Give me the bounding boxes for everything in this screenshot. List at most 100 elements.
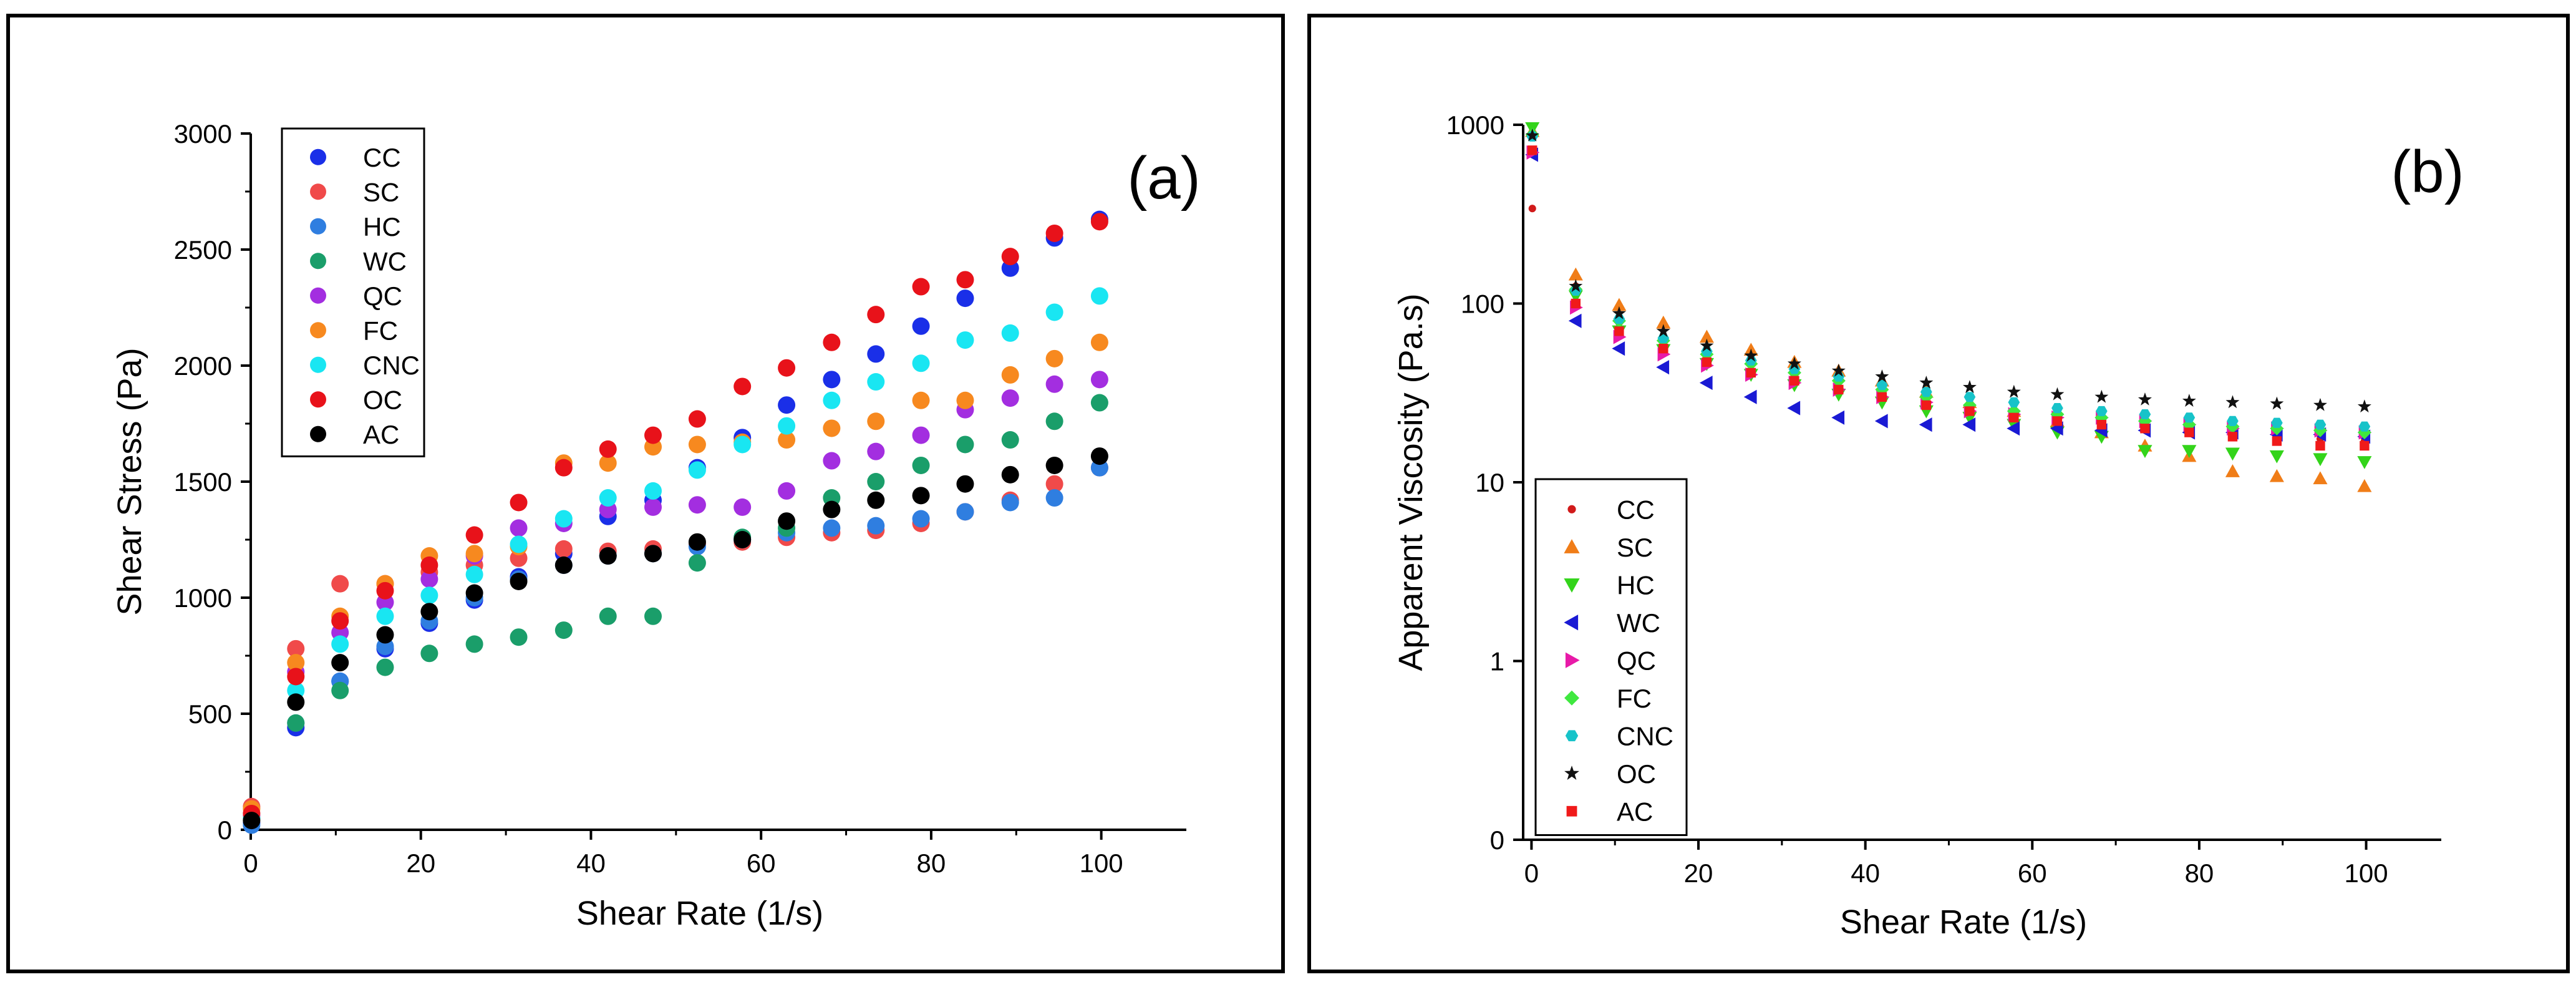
chart1-series-hc bbox=[1525, 122, 2372, 469]
chart1-point-wc bbox=[1612, 341, 1625, 356]
chart1-point-sc bbox=[1568, 267, 1583, 281]
chart1-point-hc bbox=[2313, 453, 2328, 467]
chart1-legend-marker-ac bbox=[1566, 805, 1577, 817]
chart1-legend-marker-qc bbox=[1565, 652, 1580, 668]
chart1-point-cnc bbox=[2139, 409, 2151, 420]
chart0-point-wc bbox=[510, 628, 528, 646]
chart0-legend-label-cc: CC bbox=[363, 143, 401, 172]
chart0-point-wc bbox=[688, 554, 706, 572]
chart1-x-tick-label: 80 bbox=[2185, 858, 2214, 888]
chart0-point-cc bbox=[867, 345, 885, 363]
chart1-point-ac bbox=[2009, 412, 2019, 423]
chart1-point-oc bbox=[1612, 306, 1626, 319]
chart0-legend-marker-wc bbox=[310, 253, 326, 270]
chart0-point-hc bbox=[912, 510, 930, 528]
chart1-point-oc bbox=[1569, 279, 1583, 293]
chart1-point-ac bbox=[2315, 440, 2325, 451]
chart0-point-ac bbox=[599, 547, 617, 565]
chart0-y-axis-label: Shear Stress (Pa) bbox=[111, 348, 148, 615]
chart1-y-tick-label: 10 bbox=[1475, 468, 1504, 497]
chart1-point-wc bbox=[1699, 376, 1713, 391]
chart0-point-cnc bbox=[420, 586, 438, 605]
chart0-point-wc bbox=[331, 681, 349, 699]
chart1-point-ac bbox=[2052, 416, 2063, 426]
chart0-point-sc bbox=[1045, 475, 1063, 493]
chart0-point-wc bbox=[867, 473, 885, 490]
chart1-point-hc bbox=[2357, 456, 2372, 469]
chart0-point-qc bbox=[867, 442, 885, 460]
chart1-point-ac bbox=[1528, 145, 1537, 155]
chart1-point-oc bbox=[1919, 376, 1934, 389]
chart0-point-oc bbox=[465, 526, 483, 544]
chart0-point-oc bbox=[554, 459, 573, 477]
chart0-series-ac bbox=[243, 447, 1108, 830]
chart1-point-oc bbox=[2182, 394, 2196, 407]
chart1-x-tick-label: 20 bbox=[1684, 858, 1713, 888]
chart1-point-sc bbox=[1699, 329, 1714, 343]
chart1-point-cnc bbox=[2051, 403, 2063, 414]
chart1-y-tick-label: 0 bbox=[1490, 825, 1504, 855]
chart1-series-cc bbox=[1528, 205, 2368, 445]
chart0-y-tick-label: 1500 bbox=[174, 467, 232, 497]
chart0-legend-label-sc: SC bbox=[363, 177, 399, 207]
chart1-point-cnc bbox=[2227, 416, 2239, 426]
chart0-point-qc bbox=[912, 426, 930, 444]
chart0-point-fc bbox=[287, 654, 305, 672]
chart0-series-sc bbox=[243, 459, 1108, 815]
chart1-point-ac bbox=[2096, 419, 2107, 430]
chart1-point-oc bbox=[2313, 397, 2327, 411]
chart1-point-sc bbox=[2313, 471, 2328, 485]
chart0-point-qc bbox=[688, 496, 706, 514]
chart1-point-wc bbox=[2007, 421, 2020, 436]
chart1-legend-marker-wc bbox=[1564, 615, 1579, 631]
chart1-point-oc bbox=[2007, 384, 2021, 398]
chart1-point-ac bbox=[1746, 367, 1756, 378]
chart1-point-oc bbox=[2138, 392, 2152, 406]
chart0-legend-marker-cnc bbox=[310, 356, 326, 373]
chart0-point-oc bbox=[644, 426, 662, 444]
chart-panel-b: 0 20 40 60 80 100 0 1 10 100 1000 Shear Rate (1/s) A… bbox=[1307, 14, 2570, 973]
chart0-point-cnc bbox=[912, 354, 930, 372]
chart0-point-wc bbox=[1045, 412, 1063, 430]
chart0-point-wc bbox=[420, 644, 438, 663]
chart0-panel-label: (a) bbox=[1127, 145, 1200, 212]
chart0-point-wc bbox=[554, 621, 573, 639]
chart1-point-cnc bbox=[1920, 387, 1932, 397]
chart0-series-hc bbox=[243, 459, 1108, 834]
chart1-point-ac bbox=[2184, 427, 2194, 437]
chart0-point-sc bbox=[331, 575, 349, 593]
chart1-y-axis-label: Apparent Viscosity (Pa.s) bbox=[1392, 293, 1430, 671]
chart0-point-cnc bbox=[734, 435, 752, 454]
chart1-x-tick-label: 0 bbox=[1524, 858, 1539, 888]
chart1-series-cnc bbox=[1526, 131, 2371, 432]
chart0-point-cnc bbox=[331, 635, 349, 653]
chart0-point-ac bbox=[867, 491, 885, 509]
chart0-point-cnc bbox=[1001, 324, 1019, 342]
chart0-point-sc bbox=[554, 540, 573, 558]
chart0-point-ac bbox=[956, 475, 974, 493]
chart0-legend-label-hc: HC bbox=[363, 212, 401, 241]
chart0-point-wc bbox=[1090, 394, 1108, 412]
chart0-point-ac bbox=[554, 556, 573, 574]
chart1-point-cnc bbox=[1963, 392, 1976, 402]
chart0-point-cc bbox=[956, 289, 974, 308]
chart0-point-oc bbox=[1045, 224, 1063, 242]
chart1-series-wc bbox=[1525, 147, 2371, 444]
chart1-point-ac bbox=[2140, 424, 2150, 434]
chart0-point-ac bbox=[243, 812, 261, 830]
chart1-point-ac bbox=[1571, 298, 1581, 309]
chart1-series-ac bbox=[1528, 145, 2370, 451]
chart1-legend: CC SC HC WC QC FC CNC OC AC bbox=[1534, 478, 1688, 836]
chart1-legend-label-cc: CC bbox=[1617, 495, 1655, 524]
chart1-point-ac bbox=[1877, 392, 1887, 402]
chart1-point-sc bbox=[1612, 298, 1627, 311]
chart0-point-wc bbox=[465, 635, 483, 653]
chart0-x-tick-label: 40 bbox=[576, 848, 606, 878]
chart0-point-oc bbox=[287, 668, 305, 686]
chart1-legend-marker-hc bbox=[1564, 578, 1580, 593]
chart0-point-cnc bbox=[510, 535, 528, 553]
chart0-point-ac bbox=[778, 512, 796, 530]
chart0-point-cnc bbox=[823, 391, 841, 409]
chart0-point-wc bbox=[956, 435, 974, 454]
chart1-point-ac bbox=[1965, 406, 1975, 416]
